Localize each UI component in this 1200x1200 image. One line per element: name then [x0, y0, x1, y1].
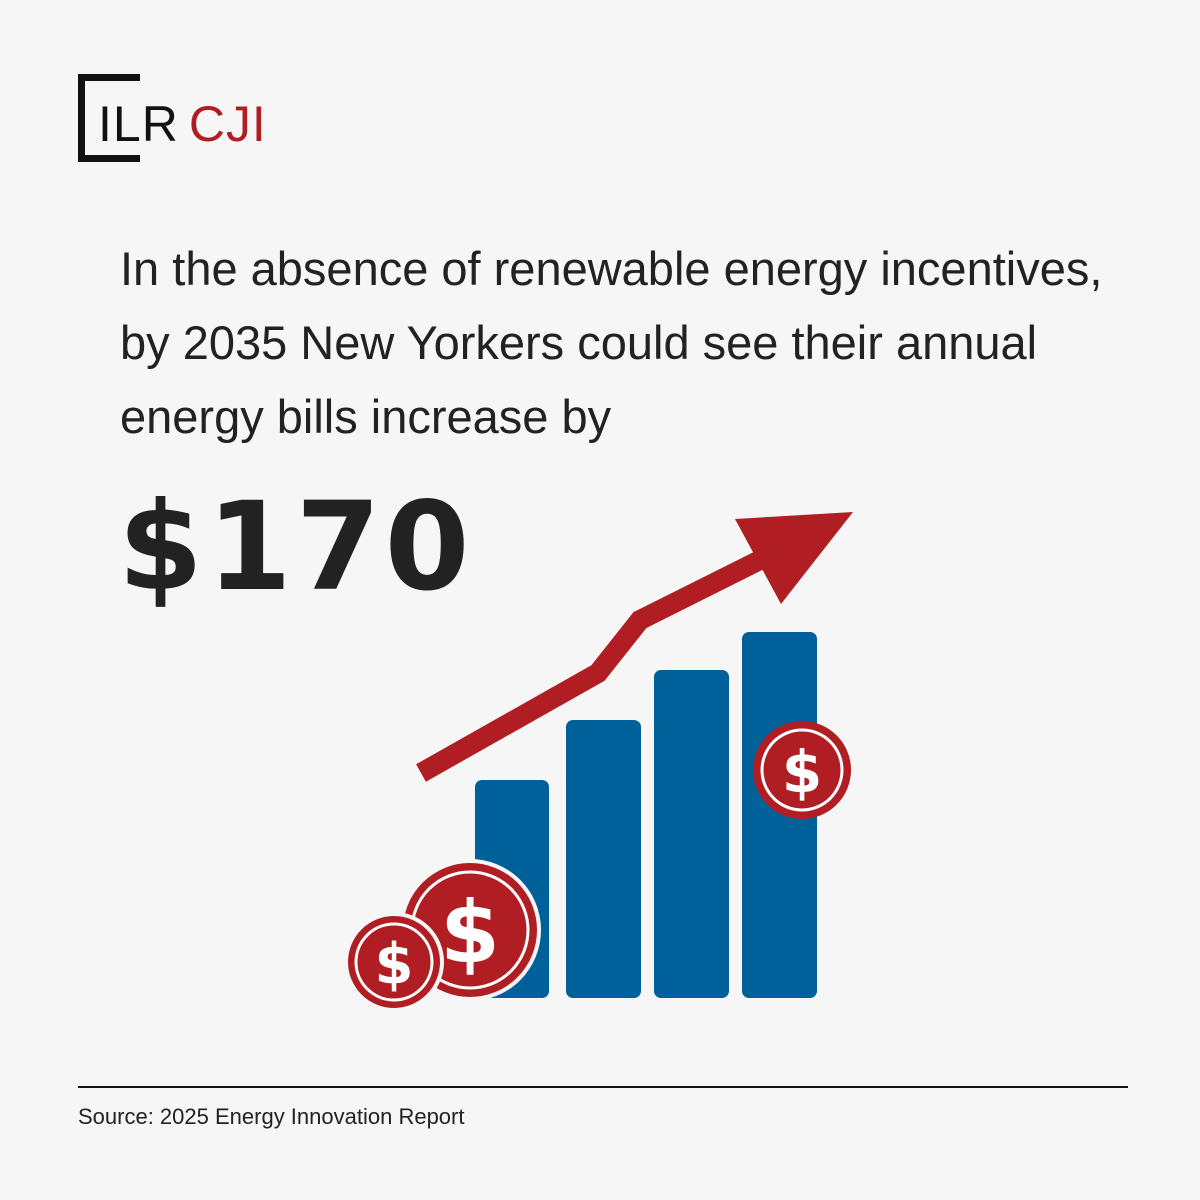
logo: ILR CJI: [78, 74, 318, 166]
amount: $170: [118, 476, 474, 618]
logo-ilr: ILR: [98, 96, 179, 152]
source-note: Source: 2025 Energy Innovation Report: [78, 1104, 465, 1129]
logo-bracket: [78, 74, 140, 162]
bar-2: [566, 720, 641, 998]
coin-icon-right: $: [753, 721, 851, 819]
logo-cji: CJI: [188, 96, 267, 152]
rising-bills-illustration: $ $ $: [344, 512, 853, 1012]
headline: In the absence of renewable energy incen…: [120, 242, 1103, 443]
logo-text: ILR CJI: [98, 96, 267, 152]
svg-text:$: $: [440, 883, 500, 983]
trend-arrow-icon: [416, 512, 853, 782]
svg-text:$: $: [375, 932, 414, 997]
coin-icon-small: $: [344, 912, 444, 1012]
bar-3: [654, 670, 729, 998]
svg-text:$: $: [782, 738, 822, 806]
divider: [78, 1086, 1128, 1088]
